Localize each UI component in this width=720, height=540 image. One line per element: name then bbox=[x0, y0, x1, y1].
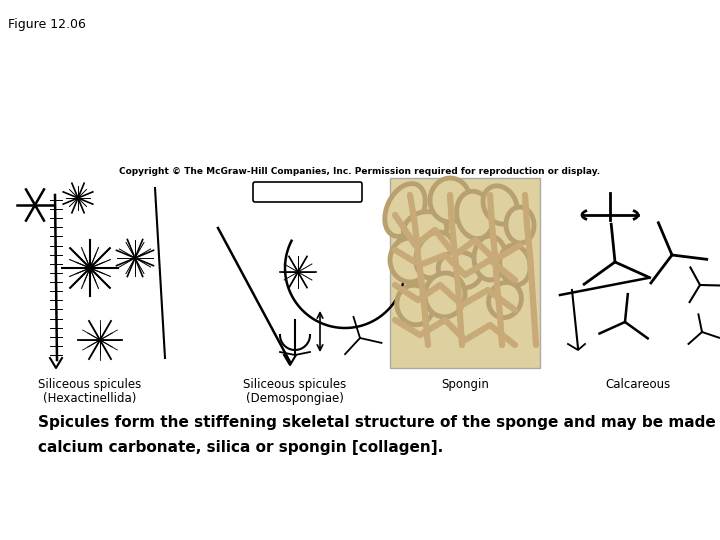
Ellipse shape bbox=[438, 252, 482, 288]
Ellipse shape bbox=[403, 212, 446, 248]
Ellipse shape bbox=[489, 282, 521, 318]
Text: (Hexactinellida): (Hexactinellida) bbox=[43, 392, 137, 405]
Text: Spongin: Spongin bbox=[441, 378, 489, 391]
Text: Calcareous: Calcareous bbox=[605, 378, 670, 391]
Ellipse shape bbox=[425, 273, 465, 317]
Text: calcium carbonate, silica or spongin [collagen].: calcium carbonate, silica or spongin [co… bbox=[38, 440, 444, 455]
Text: (Demospongiae): (Demospongiae) bbox=[246, 392, 344, 405]
Text: Copyright © The McGraw-Hill Companies, Inc. Permission required for reproduction: Copyright © The McGraw-Hill Companies, I… bbox=[120, 167, 600, 176]
Ellipse shape bbox=[474, 236, 506, 280]
Text: Siliceous spicules: Siliceous spicules bbox=[38, 378, 142, 391]
Ellipse shape bbox=[430, 178, 470, 222]
Ellipse shape bbox=[384, 184, 426, 237]
Text: Siliceous spicules: Siliceous spicules bbox=[243, 378, 346, 391]
Ellipse shape bbox=[390, 238, 430, 282]
Text: Figure 12.06: Figure 12.06 bbox=[8, 18, 86, 31]
Ellipse shape bbox=[415, 232, 454, 278]
Bar bbox=[390, 178, 540, 368]
Ellipse shape bbox=[500, 245, 530, 285]
Ellipse shape bbox=[483, 186, 517, 224]
Ellipse shape bbox=[506, 207, 534, 243]
Text: Spicules form the stiffening skeletal structure of the sponge and may be made of: Spicules form the stiffening skeletal st… bbox=[38, 415, 720, 430]
FancyBboxPatch shape bbox=[253, 182, 362, 202]
Ellipse shape bbox=[456, 191, 493, 239]
Ellipse shape bbox=[397, 285, 433, 325]
